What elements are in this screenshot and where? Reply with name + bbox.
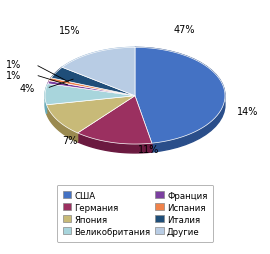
Text: 7%: 7% xyxy=(63,136,78,146)
Polygon shape xyxy=(62,48,135,77)
Text: 47%: 47% xyxy=(174,25,195,35)
Polygon shape xyxy=(49,78,51,90)
Polygon shape xyxy=(47,96,135,133)
Text: 4%: 4% xyxy=(19,84,35,94)
Text: 14%: 14% xyxy=(237,106,258,116)
Polygon shape xyxy=(62,48,135,96)
Polygon shape xyxy=(78,133,152,153)
Text: 1%: 1% xyxy=(6,71,21,81)
Polygon shape xyxy=(45,84,48,114)
Polygon shape xyxy=(49,78,135,96)
Polygon shape xyxy=(78,96,152,145)
Polygon shape xyxy=(51,68,62,87)
Text: 11%: 11% xyxy=(138,145,159,155)
Text: 15%: 15% xyxy=(59,26,81,36)
Polygon shape xyxy=(135,48,225,144)
Polygon shape xyxy=(48,82,135,96)
Polygon shape xyxy=(47,105,78,142)
Legend: США, Германия, Япония, Великобритания, Франция, Испания, Италия, Другие: США, Германия, Япония, Великобритания, Ф… xyxy=(56,185,214,242)
Polygon shape xyxy=(135,48,225,152)
Text: 1%: 1% xyxy=(6,60,21,70)
Polygon shape xyxy=(45,84,135,105)
Polygon shape xyxy=(48,82,49,93)
Polygon shape xyxy=(51,68,135,96)
